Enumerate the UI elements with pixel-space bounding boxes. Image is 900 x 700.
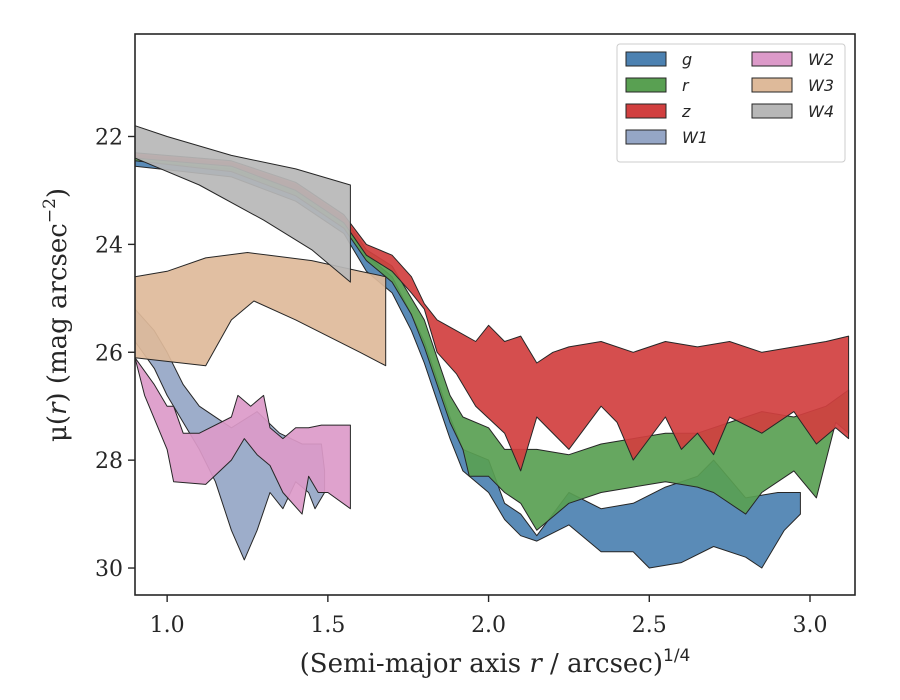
band-z xyxy=(134,152,850,472)
legend-swatch xyxy=(751,77,793,93)
y-axis-label: μ(r) (mag arcsec−2) xyxy=(40,188,73,442)
legend-item-w1: W1 xyxy=(625,128,708,147)
band-r xyxy=(134,154,850,531)
legend-label: W1 xyxy=(682,128,708,147)
legend-item-r: r xyxy=(625,76,690,95)
legend-swatch xyxy=(625,51,667,67)
chart-bands xyxy=(134,125,850,569)
band-w4 xyxy=(134,125,351,283)
legend-swatch xyxy=(625,103,667,119)
legend-item-w4: W4 xyxy=(751,102,834,121)
axis-ticks: 1.0 1.5 2.0 2.5 3.0 22 24 26 28 30 xyxy=(95,125,828,638)
y-tick-label: 30 xyxy=(95,557,123,582)
band-w2 xyxy=(134,357,351,515)
x-tick-label: 2.0 xyxy=(471,613,506,638)
y-tick-label: 26 xyxy=(95,341,123,366)
legend-label: W3 xyxy=(808,76,834,95)
legend-label: W2 xyxy=(808,50,834,69)
legend-items: grz W1 W2 W3 W4 xyxy=(625,50,834,147)
legend-label: W4 xyxy=(808,102,834,121)
plot-frame xyxy=(134,33,856,596)
legend: grz W1 W2 W3 W4 xyxy=(616,43,846,163)
band-w3 xyxy=(134,252,387,367)
legend-label: z xyxy=(681,102,691,121)
legend-swatch xyxy=(751,103,793,119)
x-tick-label: 1.5 xyxy=(310,613,345,638)
legend-label: r xyxy=(682,76,690,95)
legend-item-w2: W2 xyxy=(751,50,834,69)
legend-swatch xyxy=(625,129,667,145)
legend-item-w3: W3 xyxy=(751,76,834,95)
legend-swatch xyxy=(751,51,793,67)
y-tick-label: 28 xyxy=(95,449,123,474)
x-axis-label: (Semi-major axis r / arcsec)1/4 xyxy=(300,646,691,679)
legend-frame xyxy=(616,43,846,163)
x-tick-label: 3.0 xyxy=(793,613,828,638)
y-tick-label: 24 xyxy=(95,233,123,258)
legend-item-g: g xyxy=(625,50,692,69)
y-tick-label: 22 xyxy=(95,125,123,150)
legend-label: g xyxy=(682,50,692,69)
legend-swatch xyxy=(625,77,667,93)
x-tick-label: 1.0 xyxy=(150,613,185,638)
x-tick-label: 2.5 xyxy=(632,613,667,638)
legend-item-z: z xyxy=(625,102,691,121)
